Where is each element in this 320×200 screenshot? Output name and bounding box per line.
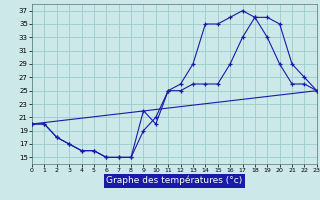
X-axis label: Graphe des températures (°c): Graphe des températures (°c) bbox=[106, 176, 243, 185]
